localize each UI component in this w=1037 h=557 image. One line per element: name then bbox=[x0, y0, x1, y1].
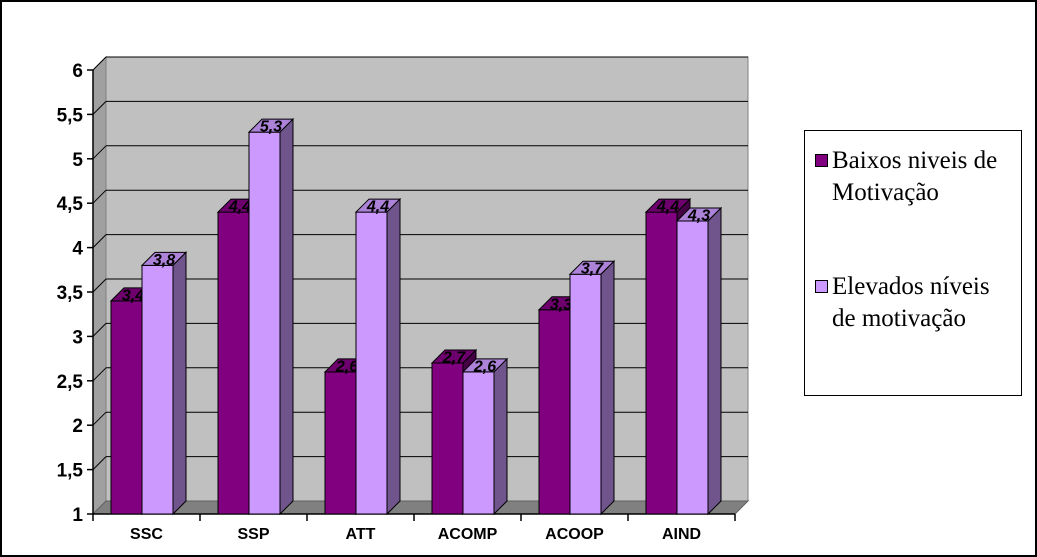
legend-swatch-high bbox=[815, 280, 828, 293]
bar bbox=[538, 309, 571, 515]
gridline-side bbox=[92, 56, 107, 71]
legend: Baixos niveis de Motivação Elevados níve… bbox=[804, 130, 1022, 396]
data-label: 2,7 bbox=[442, 350, 466, 367]
bar bbox=[569, 273, 602, 515]
legend-swatch-low bbox=[815, 154, 828, 167]
data-label: 5,3 bbox=[260, 119, 282, 136]
legend-item-low-motivation: Baixos niveis de Motivação bbox=[815, 145, 1017, 209]
y-tick-label: 2 bbox=[72, 416, 83, 437]
bar bbox=[141, 264, 174, 515]
bar bbox=[431, 362, 464, 515]
data-label: 3,3 bbox=[550, 296, 572, 313]
bar bbox=[217, 211, 250, 515]
gridline-side bbox=[92, 456, 107, 470]
x-tick-label: ACOMP bbox=[438, 526, 498, 543]
data-label: 4,4 bbox=[228, 199, 251, 216]
y-tick-label: 1 bbox=[72, 505, 83, 526]
x-tick-label: AIND bbox=[662, 526, 701, 543]
data-label: 4,4 bbox=[366, 199, 389, 216]
y-tick-label: 2,5 bbox=[57, 372, 84, 393]
y-tick-label: 1,5 bbox=[57, 461, 84, 482]
gridline-side bbox=[92, 367, 107, 382]
y-tick-label: 6 bbox=[72, 61, 83, 82]
data-label: 2,6 bbox=[335, 358, 358, 375]
bar bbox=[110, 300, 143, 515]
data-label: 3,7 bbox=[581, 261, 604, 278]
bar bbox=[324, 371, 357, 515]
gridline-side bbox=[92, 278, 107, 293]
gridline-side bbox=[92, 145, 107, 160]
y-tick-label: 4 bbox=[72, 239, 83, 260]
legend-label-high: Elevados níveis de motivação bbox=[832, 273, 990, 332]
bar-side bbox=[172, 251, 187, 516]
bar-side bbox=[493, 357, 508, 516]
gridline-side bbox=[92, 323, 107, 337]
x-tick-label: ATT bbox=[346, 526, 376, 543]
x-tick-label: SSC bbox=[130, 526, 163, 543]
y-tick-label: 3 bbox=[72, 327, 83, 348]
data-label: 3,4 bbox=[122, 287, 144, 304]
data-label: 3,8 bbox=[153, 252, 175, 269]
gridline-side bbox=[92, 101, 107, 115]
data-label: 2,6 bbox=[473, 358, 496, 375]
x-tick-label: ACOOP bbox=[545, 526, 604, 543]
bar bbox=[355, 211, 388, 515]
legend-label-low: Baixos niveis de Motivação bbox=[832, 147, 998, 206]
gridline-side bbox=[92, 411, 107, 426]
bar-side bbox=[707, 206, 722, 516]
bar bbox=[248, 131, 281, 515]
bar bbox=[645, 211, 678, 515]
bar-side bbox=[386, 197, 401, 516]
y-tick-label: 5 bbox=[72, 150, 83, 171]
data-label: 4,3 bbox=[687, 207, 710, 224]
y-tick-label: 5,5 bbox=[57, 105, 84, 126]
y-tick-label: 3,5 bbox=[57, 283, 84, 304]
bar bbox=[676, 220, 709, 515]
bar bbox=[462, 371, 495, 515]
y-tick-label: 4,5 bbox=[57, 194, 84, 215]
bar-side bbox=[279, 117, 294, 516]
x-tick-label: SSP bbox=[237, 526, 269, 543]
data-label: 4,4 bbox=[656, 199, 679, 216]
gridline-side bbox=[92, 234, 107, 248]
bar-side bbox=[600, 260, 615, 516]
gridline-side bbox=[92, 189, 107, 204]
legend-item-high-motivation: Elevados níveis de motivação bbox=[815, 271, 1017, 335]
